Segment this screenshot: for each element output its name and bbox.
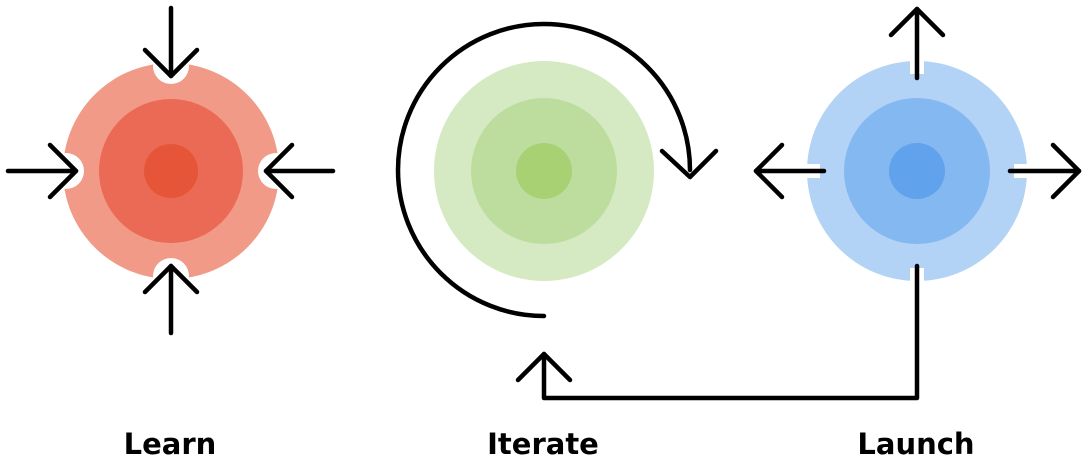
converging-arrows-icon [5,5,336,336]
learn-core [144,144,198,198]
arrow-up-out-icon [888,6,946,81]
launch-label: Launch [857,427,975,461]
learn-stage [5,5,336,336]
cycle-arrow-icon [395,21,719,319]
learn-label: Learn [123,427,217,461]
iterate-stage [395,21,719,319]
launch-stage [753,6,1082,286]
arrow-right-out-icon [1007,142,1082,200]
launch-core [889,143,945,199]
diverging-arrows-icon [753,6,1082,200]
arrow-down-icon [142,5,200,79]
iterate-core [516,143,572,199]
iterate-circles [434,61,654,281]
arrow-left-out-icon [753,142,827,200]
arrow-right-icon [5,142,79,200]
launch-to-iterate-connector [515,263,920,401]
launch-circles [802,56,1032,286]
arrow-left-icon [263,142,336,200]
learn-circles [48,48,294,294]
iterate-label: Iterate [487,427,599,461]
arrow-up-icon [142,263,200,336]
